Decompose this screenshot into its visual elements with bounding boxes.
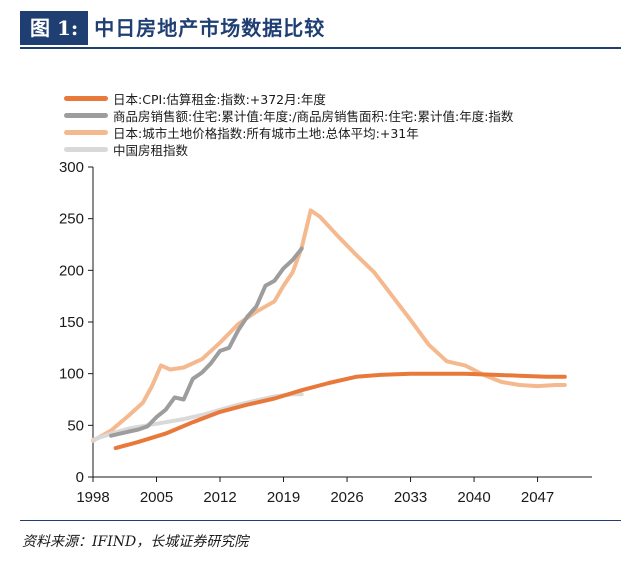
legend-label: 商品房销售额:住宅:累计值:年度:/商品房销售面积:住宅:累计值:年度:指数 (113, 109, 514, 124)
y-tick-label: 50 (67, 417, 84, 434)
x-tick-label: 1998 (76, 489, 109, 506)
y-tick-label: 200 (59, 262, 84, 279)
chart-legend: 日本:CPI:估算租金:指数:+372月:年度商品房销售额:住宅:累计值:年度:… (64, 90, 513, 158)
legend-swatch (64, 96, 108, 101)
series-line-2 (109, 246, 304, 438)
footer-rule (20, 520, 621, 521)
x-tick-label: 2005 (140, 489, 173, 506)
legend-label: 日本:CPI:估算租金:指数:+372月:年度 (113, 92, 326, 107)
y-tick-label: 100 (59, 366, 84, 383)
y-tick-label: 150 (59, 314, 84, 331)
legend-item: 日本:城市土地价格指数:所有城市土地:总体平均:+31年 (64, 124, 513, 141)
y-tick-label: 0 (76, 469, 84, 486)
x-tick-label: 2019 (267, 489, 300, 506)
figure-label: 图 1: (20, 11, 89, 45)
series-line-1 (113, 371, 567, 451)
figure-title: 中日房地产市场数据比较 (94, 16, 326, 40)
x-tick-label: 2012 (203, 489, 236, 506)
x-tick-label: 2040 (457, 489, 490, 506)
series-line-3 (91, 208, 567, 443)
legend-swatch (64, 147, 108, 152)
x-tick-label: 2026 (330, 489, 363, 506)
legend-swatch (64, 130, 108, 135)
figure-header: 图 1: 中日房地产市场数据比较 (20, 10, 325, 46)
legend-item: 日本:CPI:估算租金:指数:+372月:年度 (64, 90, 513, 107)
source-note: 资料来源：IFIND，长城证券研究院 (22, 534, 249, 550)
header-rule (20, 47, 621, 49)
y-tick-label: 300 (59, 159, 84, 176)
legend-label: 中国房租指数 (113, 143, 189, 158)
x-tick-label: 2047 (521, 489, 554, 506)
legend-label: 日本:城市土地价格指数:所有城市土地:总体平均:+31年 (113, 126, 419, 141)
x-tick-label: 2033 (394, 489, 427, 506)
legend-swatch (64, 113, 108, 118)
legend-item: 中国房租指数 (64, 141, 513, 158)
line-chart: 0 50 100 150 200 250 300 1998 2005 2012 2019 2026 20… (59, 159, 592, 506)
y-tick-label: 250 (59, 211, 84, 228)
legend-item: 商品房销售额:住宅:累计值:年度:/商品房销售面积:住宅:累计值:年度:指数 (64, 107, 513, 124)
